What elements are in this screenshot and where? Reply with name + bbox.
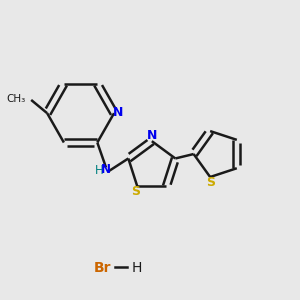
Text: N: N — [112, 106, 123, 118]
Text: CH₃: CH₃ — [7, 94, 26, 104]
Text: Br: Br — [94, 261, 111, 275]
Text: H: H — [132, 261, 142, 275]
Text: S: S — [206, 176, 215, 189]
Text: N: N — [147, 129, 158, 142]
Text: S: S — [131, 185, 140, 198]
Text: N: N — [101, 163, 111, 176]
Text: H: H — [95, 164, 104, 177]
